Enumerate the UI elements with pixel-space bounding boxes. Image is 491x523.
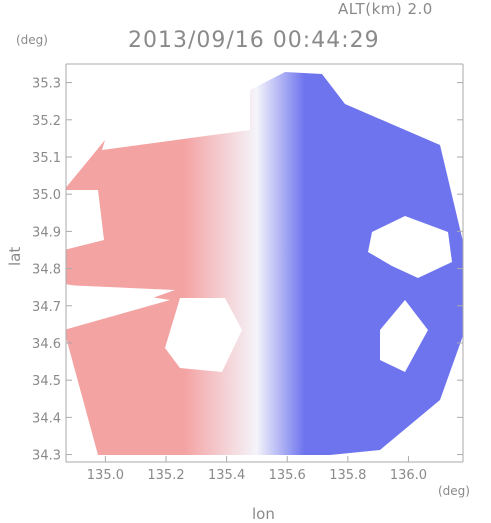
x-tick-label: 136.0 — [390, 468, 427, 483]
y-tick-label: 34.4 — [32, 411, 61, 426]
y-tick-label: 34.6 — [32, 337, 61, 352]
y-tick-label: 34.9 — [32, 225, 61, 240]
y-tick-label: 34.3 — [32, 449, 61, 464]
x-tick-label: 135.4 — [208, 468, 245, 483]
y-tick-label: 35.0 — [32, 188, 61, 203]
x-axis-ticks: 135.0 135.2 135.4 135.6 135.8 136.0 — [87, 456, 427, 483]
echo-gap-southeast — [380, 300, 428, 372]
radar-coverage-layer — [66, 72, 463, 455]
x-tick-label: 135.2 — [147, 468, 184, 483]
radar-coverage-area — [66, 72, 463, 455]
y-tick-label: 34.8 — [32, 263, 61, 278]
y-tick-label: 35.3 — [32, 77, 61, 92]
x-tick-label: 135.8 — [329, 468, 366, 483]
y-tick-label: 35.2 — [32, 114, 61, 129]
echo-gap-northwest-edge — [66, 190, 104, 250]
y-tick-label: 34.5 — [32, 374, 61, 389]
altitude-label: ALT(km) 2.0 — [338, 0, 433, 18]
y-axis-ticks: 34.3 34.4 34.5 34.6 34.7 34.8 34.9 35.0 35.1 35.2… — [32, 77, 463, 464]
echo-gap-southwest — [165, 298, 242, 372]
observation-timestamp: 2013/09/16 00:44:29 — [128, 28, 380, 53]
x-axis-unit: (deg) — [438, 484, 470, 498]
x-axis-title: lon — [252, 505, 275, 523]
y-tick-label: 35.1 — [32, 151, 61, 166]
x-tick-label: 135.6 — [269, 468, 306, 483]
x-tick-label: 135.0 — [87, 468, 124, 483]
y-axis-unit: (deg) — [16, 33, 48, 47]
echo-gap-east — [368, 216, 452, 278]
y-tick-label: 34.7 — [32, 300, 61, 315]
beam-blockage-wedge — [66, 285, 175, 329]
